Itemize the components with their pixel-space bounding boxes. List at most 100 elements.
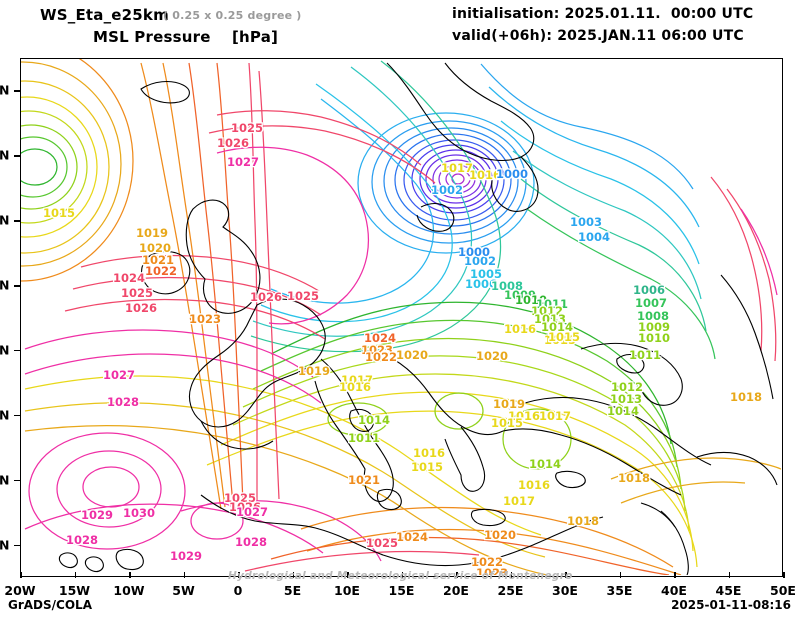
contour-label: 1008 — [491, 279, 523, 293]
longitude-tick — [510, 572, 512, 578]
longitude-tick — [456, 572, 458, 578]
contour-label: 1015 — [491, 416, 523, 430]
valid-time: valid(+06h): 2025.JAN.11 06:00 UTC — [452, 28, 744, 44]
contour-label: 1020 — [476, 349, 508, 363]
contour-label: 1016 — [518, 478, 550, 492]
contour-label: 1009 — [504, 288, 536, 302]
contour-label: 1020 — [139, 241, 171, 255]
contour-label: 1017 — [539, 409, 571, 423]
longitude-tick — [728, 572, 730, 578]
latitude-tick-label: N — [0, 537, 10, 553]
contour-label: 1026 — [229, 500, 261, 514]
contour-label: 1025 — [287, 289, 319, 303]
contour-label: 1016 — [508, 409, 540, 423]
longitude-tick — [565, 572, 567, 578]
contour-label: 1000 — [496, 167, 528, 181]
contour-label: 1017 — [441, 161, 473, 175]
initialisation-time: initialisation: 2025.01.11. 00:00 UTC — [452, 6, 754, 22]
contour-label: 1029 — [170, 549, 202, 563]
contour-label: 1011 — [536, 297, 568, 311]
contour-label: 1016 — [413, 446, 445, 460]
longitude-tick — [74, 572, 76, 578]
model-name: WS_Eta_e25km — [40, 6, 169, 24]
longitude-tick — [238, 572, 240, 578]
contour-label: 1029 — [81, 508, 113, 522]
longitude-tick-label: 15E — [388, 583, 415, 598]
contour-label: 1000 — [458, 245, 490, 259]
contour-label: 1014 — [529, 457, 561, 471]
latitude-tick-label: N — [0, 277, 10, 293]
latitude-tick-label: N — [0, 472, 10, 488]
contour-label: 1006 — [633, 283, 665, 297]
contour-label: 1017 — [341, 373, 373, 387]
latitude-tick — [14, 349, 20, 352]
variable-units: [hPa] — [232, 28, 279, 46]
contour-label: 1024 — [396, 530, 428, 544]
watermark-text: Hydrological and Meteorological service … — [228, 570, 573, 582]
longitude-tick — [347, 572, 349, 578]
contour-label: 1019 — [136, 226, 168, 240]
latitude-tick-label: N — [0, 212, 10, 228]
contour-label: 1014 — [358, 413, 390, 427]
latitude-tick-label: N — [0, 342, 10, 358]
contour-label: 1024 — [364, 331, 396, 345]
longitude-tick — [619, 572, 621, 578]
longitude-tick — [292, 572, 294, 578]
contour-label: 1026 — [125, 301, 157, 315]
contour-label: 1028 — [107, 395, 139, 409]
longitude-tick-label: 35E — [606, 583, 633, 598]
contour-label: 1022 — [365, 350, 397, 364]
contour-label: 1022 — [471, 555, 503, 569]
contour-label: 1010 — [638, 331, 670, 345]
contour-label: 1022 — [145, 264, 177, 278]
isobar-contours — [21, 59, 781, 575]
longitude-tick — [783, 572, 785, 578]
contour-label: 1016 — [469, 168, 501, 182]
latitude-tick-label: N — [0, 147, 10, 163]
contour-label: 1024 — [113, 271, 145, 285]
contour-label: 1015 — [548, 330, 580, 344]
latitude-tick — [14, 220, 20, 222]
contour-label: 1010 — [515, 293, 547, 307]
contour-label: 1025 — [366, 536, 398, 550]
contour-label: 1019 — [298, 364, 330, 378]
coastlines — [58, 62, 778, 575]
contour-value-labels: 1025102610271019102010211022102410251026… — [42, 120, 764, 575]
latitude-tick — [14, 90, 20, 92]
contour-label: 1019 — [493, 397, 525, 411]
longitude-tick — [20, 572, 22, 578]
contour-label: 1015 — [411, 460, 443, 474]
longitude-tick-label: 5W — [172, 583, 195, 598]
contour-label: 1005 — [470, 267, 502, 281]
model-resolution: ( 0.25 x 0.25 degree ) — [163, 9, 302, 22]
longitude-tick-label: 0 — [233, 583, 243, 598]
longitude-tick-label: 30E — [552, 583, 578, 598]
contour-label: 1018 — [730, 390, 762, 404]
longitude-tick-label: 50E — [770, 583, 796, 598]
contour-label: 1026 — [250, 290, 282, 304]
contour-label: 1014 — [607, 404, 639, 418]
contour-label: 1011 — [348, 431, 380, 445]
contour-label: 1018 — [567, 514, 599, 528]
contour-label: 1025 — [121, 286, 153, 300]
contour-label: 1025 — [224, 491, 256, 505]
contour-label: 1023 — [189, 312, 221, 326]
contour-label: 1002 — [431, 183, 463, 197]
contour-label: 1009 — [638, 320, 670, 334]
pressure-contour-map[interactable]: 1025 1026 1027 1019 1020 1021 1022 1024 1025 1026… — [20, 58, 783, 577]
contour-label: 1023 — [361, 343, 393, 357]
latitude-tick — [14, 479, 20, 482]
longitude-tick-label: 5E — [283, 583, 302, 598]
contour-label: 1016 — [504, 322, 536, 336]
contour-label: 1013 — [534, 312, 566, 326]
contour-label: 1013 — [610, 392, 642, 406]
longitude-tick-label: 20E — [443, 583, 469, 598]
contour-plot-svg: 1025102610271019102010211022102410251026… — [21, 59, 781, 575]
longitude-tick-label: 15W — [58, 583, 91, 598]
grads-credit: GrADS/COLA — [8, 598, 92, 612]
contour-label: 1020 — [484, 528, 516, 542]
contour-label: 1021 — [142, 253, 174, 267]
contour-label: 1021 — [348, 473, 380, 487]
contour-label: 1025 — [231, 121, 263, 135]
